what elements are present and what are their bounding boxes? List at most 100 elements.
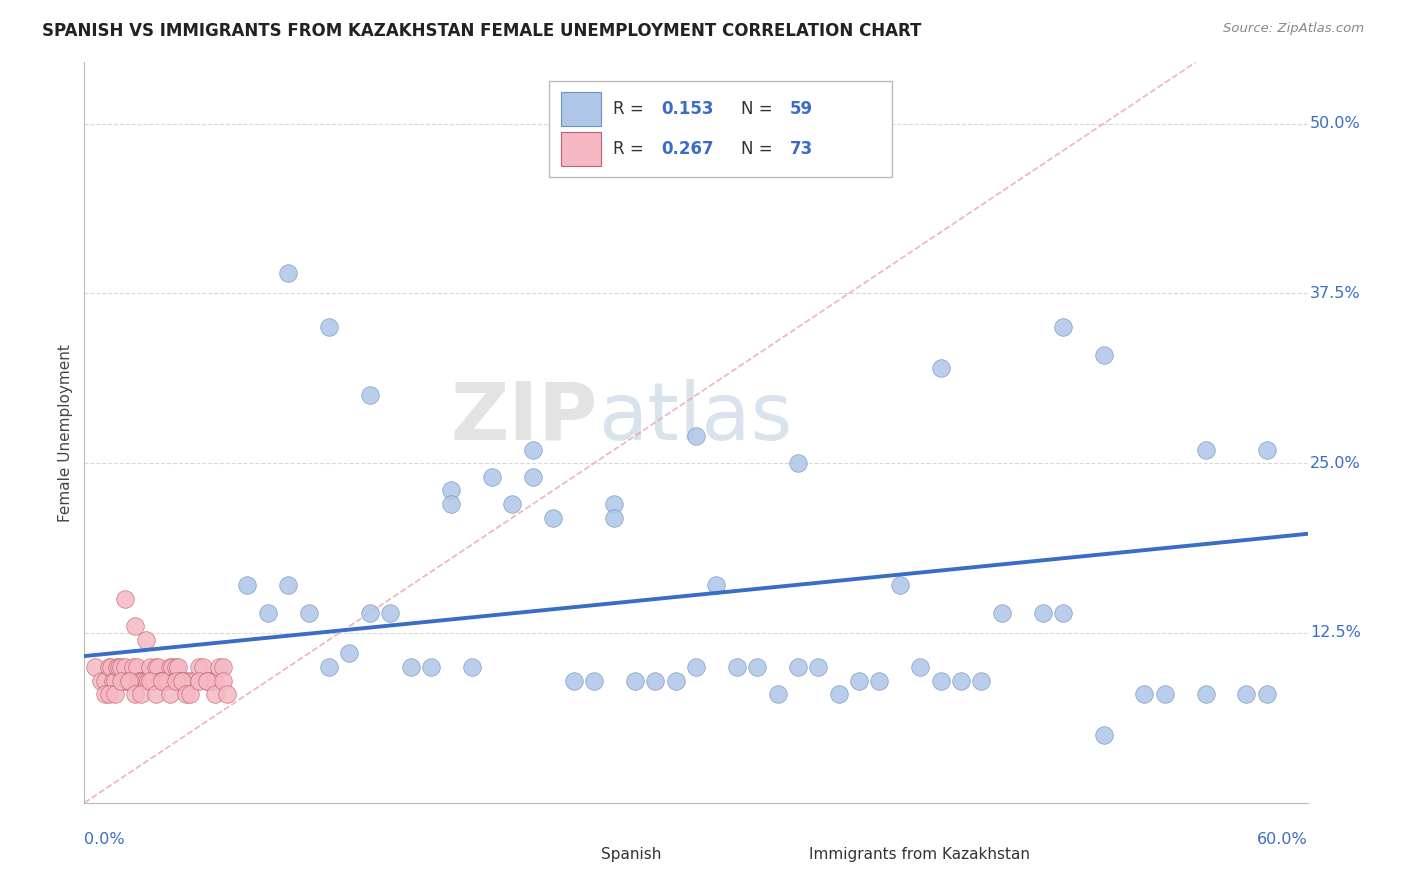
Point bbox=[174, 673, 197, 688]
Point bbox=[124, 687, 146, 701]
Text: SPANISH VS IMMIGRANTS FROM KAZAKHSTAN FEMALE UNEMPLOYMENT CORRELATION CHART: SPANISH VS IMMIGRANTS FROM KAZAKHSTAN FE… bbox=[42, 22, 921, 40]
Point bbox=[105, 660, 128, 674]
Point bbox=[359, 606, 381, 620]
Point bbox=[195, 673, 218, 688]
FancyBboxPatch shape bbox=[561, 132, 600, 166]
Point bbox=[522, 442, 544, 457]
Point bbox=[747, 660, 769, 674]
Point bbox=[1052, 606, 1074, 620]
Point bbox=[104, 673, 127, 688]
Point bbox=[191, 660, 214, 674]
Point bbox=[179, 687, 201, 701]
Point bbox=[522, 469, 544, 483]
Point bbox=[156, 673, 179, 688]
Point bbox=[110, 673, 132, 688]
Point bbox=[120, 673, 142, 688]
Point bbox=[929, 673, 952, 688]
Point bbox=[122, 660, 145, 674]
Point bbox=[212, 673, 235, 688]
Point bbox=[124, 673, 146, 688]
Point bbox=[141, 673, 163, 688]
Point bbox=[150, 673, 173, 688]
Point bbox=[150, 673, 173, 688]
Point bbox=[169, 673, 191, 688]
Point bbox=[706, 578, 728, 592]
Text: atlas: atlas bbox=[598, 379, 793, 457]
Point bbox=[200, 673, 222, 688]
Text: 59: 59 bbox=[790, 100, 813, 118]
Point bbox=[1154, 687, 1177, 701]
Point bbox=[212, 660, 235, 674]
FancyBboxPatch shape bbox=[534, 841, 588, 872]
Y-axis label: Female Unemployment: Female Unemployment bbox=[58, 343, 73, 522]
Text: 50.0%: 50.0% bbox=[1310, 116, 1361, 131]
Point bbox=[807, 660, 830, 674]
Point bbox=[83, 660, 105, 674]
Point bbox=[155, 673, 177, 688]
Point bbox=[929, 361, 952, 376]
Point bbox=[1256, 687, 1278, 701]
Point bbox=[848, 673, 870, 688]
Text: 0.153: 0.153 bbox=[662, 100, 714, 118]
Text: 0.0%: 0.0% bbox=[84, 832, 125, 847]
Point bbox=[204, 673, 226, 688]
Point bbox=[910, 660, 932, 674]
Text: R =: R = bbox=[613, 100, 648, 118]
Point bbox=[97, 660, 120, 674]
Point bbox=[725, 660, 748, 674]
Point bbox=[179, 673, 201, 688]
Point bbox=[399, 660, 422, 674]
Point bbox=[195, 673, 218, 688]
Text: 25.0%: 25.0% bbox=[1310, 456, 1361, 471]
Point bbox=[217, 687, 239, 701]
Point bbox=[644, 673, 666, 688]
Point bbox=[118, 673, 141, 688]
Point bbox=[440, 483, 463, 498]
FancyBboxPatch shape bbox=[550, 81, 891, 178]
Point bbox=[257, 606, 280, 620]
Text: N =: N = bbox=[741, 100, 778, 118]
Point bbox=[93, 687, 115, 701]
Point bbox=[172, 673, 194, 688]
Point bbox=[787, 660, 810, 674]
Point bbox=[159, 660, 181, 674]
Point bbox=[146, 660, 169, 674]
Point bbox=[603, 497, 626, 511]
Point bbox=[135, 632, 157, 647]
Point bbox=[787, 456, 810, 470]
Point bbox=[127, 660, 149, 674]
Point bbox=[1032, 606, 1054, 620]
Point bbox=[165, 673, 187, 688]
Point bbox=[145, 687, 167, 701]
Point bbox=[97, 687, 120, 701]
Point bbox=[167, 660, 190, 674]
Point bbox=[124, 619, 146, 633]
Point bbox=[114, 592, 136, 607]
Text: 73: 73 bbox=[790, 140, 814, 158]
Point bbox=[685, 429, 707, 443]
Point bbox=[603, 510, 626, 524]
Point bbox=[1236, 687, 1258, 701]
Text: N =: N = bbox=[741, 140, 778, 158]
Text: 0.267: 0.267 bbox=[662, 140, 714, 158]
Point bbox=[624, 673, 647, 688]
Point bbox=[420, 660, 443, 674]
Point bbox=[359, 388, 381, 402]
Point bbox=[502, 497, 524, 511]
Point bbox=[236, 578, 259, 592]
Text: ZIP: ZIP bbox=[451, 379, 598, 457]
Point bbox=[149, 673, 172, 688]
FancyBboxPatch shape bbox=[742, 841, 796, 872]
Point bbox=[153, 673, 176, 688]
Point bbox=[970, 673, 993, 688]
Point bbox=[159, 687, 181, 701]
Point bbox=[174, 687, 197, 701]
Point bbox=[562, 673, 585, 688]
Point bbox=[136, 673, 159, 688]
Point bbox=[187, 673, 209, 688]
Point bbox=[1256, 442, 1278, 457]
Point bbox=[277, 266, 299, 280]
Point bbox=[183, 673, 205, 688]
Point bbox=[318, 320, 340, 334]
Point bbox=[142, 673, 165, 688]
